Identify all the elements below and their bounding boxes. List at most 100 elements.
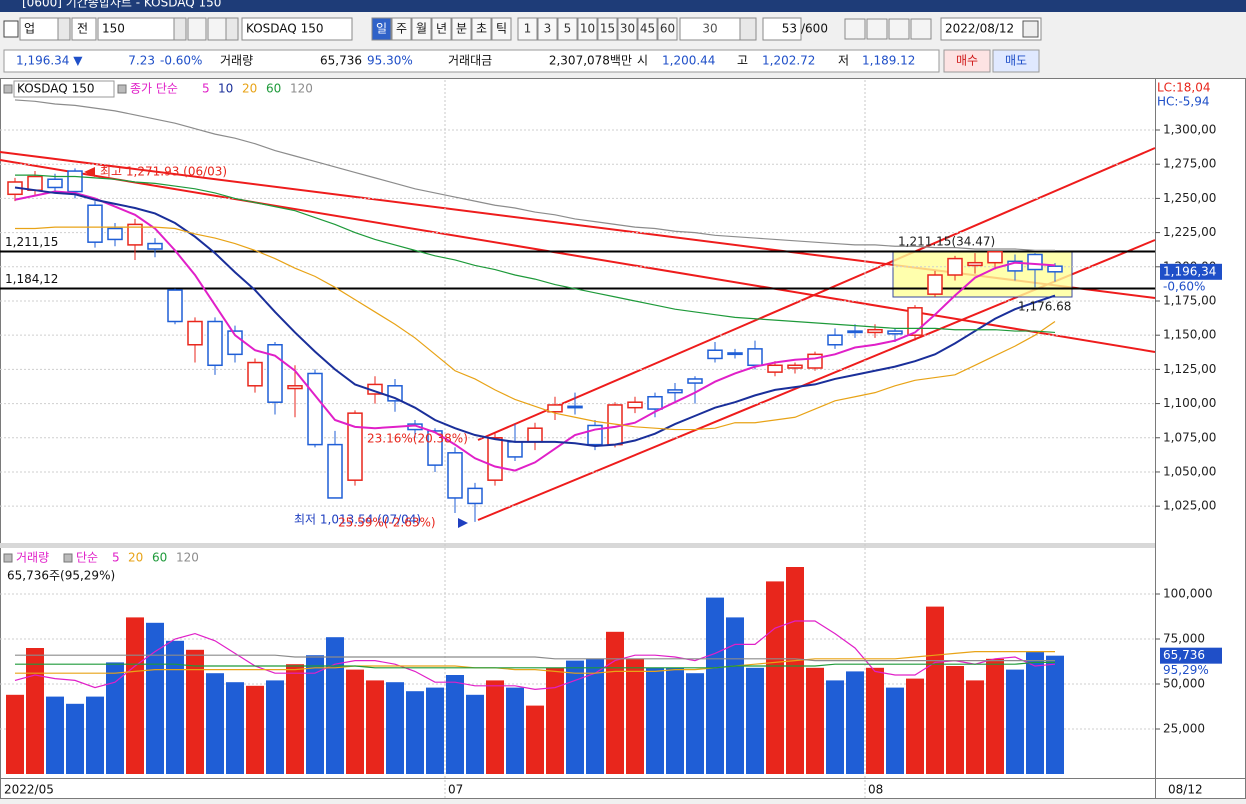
period-button[interactable] (451, 17, 472, 41)
period-button[interactable] (431, 17, 452, 41)
candle-body (647, 395, 663, 410)
volume-bar (246, 685, 264, 774)
tool-button[interactable] (844, 18, 866, 40)
volume-bar (306, 655, 324, 774)
y-tick-label: 50,000 (1163, 677, 1205, 691)
period-button[interactable] (371, 17, 392, 41)
candle-body (327, 443, 343, 499)
interval-button[interactable] (657, 17, 678, 41)
period-button[interactable] (411, 17, 432, 41)
sound-button[interactable] (207, 17, 227, 41)
interval[interactable]: 5 (564, 22, 572, 36)
y-tick-label: 1,075,00 (1163, 430, 1216, 444)
candle-body (127, 223, 143, 246)
candle-body (1027, 253, 1043, 271)
volume-bar (446, 675, 464, 774)
dropdown[interactable] (225, 17, 239, 41)
interval[interactable]: 3 (544, 22, 552, 36)
period[interactable]: 일 (376, 22, 387, 36)
tool-button[interactable] (888, 18, 910, 40)
volume-bar (26, 648, 44, 774)
title-bar (0, 0, 1246, 12)
candle-body (987, 250, 1003, 264)
type-select[interactable] (71, 17, 97, 41)
corner-label: HC:-5,94 (1157, 95, 1210, 109)
volume-bar (986, 658, 1004, 774)
candle-body (887, 330, 903, 335)
menu-icon[interactable] (3, 20, 19, 38)
sell-button[interactable] (992, 49, 1040, 73)
candle-body (87, 204, 103, 243)
count: 53 (782, 22, 797, 36)
volume-ratio: 95.30% (367, 54, 413, 68)
calendar-button[interactable] (1022, 20, 1039, 38)
interval[interactable]: 15 (600, 22, 615, 36)
candle-body (307, 372, 323, 446)
low-label: 저 (838, 54, 849, 68)
volume-bar (46, 696, 64, 774)
legend-ma-label: 단순 (76, 551, 98, 565)
period-button[interactable] (391, 17, 412, 41)
legend-icon (3, 553, 13, 563)
period[interactable]: 월 (416, 22, 427, 36)
legend-entry: 60 (266, 82, 281, 96)
interval[interactable]: 10 (580, 22, 595, 36)
count-input[interactable] (762, 17, 802, 41)
amount: 2,307,078백만 (549, 54, 632, 68)
interval-button[interactable] (537, 17, 558, 41)
y-tick-label: 1,300,00 (1163, 123, 1216, 137)
open-label: 시 (637, 54, 648, 68)
period-button[interactable] (471, 17, 492, 41)
legend-entry: 120 (176, 551, 199, 565)
volume-bar (786, 567, 804, 774)
interval-button[interactable] (577, 17, 598, 41)
period[interactable]: 년 (436, 22, 447, 36)
volume-bar (766, 581, 784, 774)
period[interactable]: 초 (476, 22, 487, 36)
search-button[interactable] (187, 17, 207, 41)
high-label: 고 (737, 54, 748, 68)
annotation: 23.16%(20.38%) (367, 432, 468, 446)
date-input[interactable] (940, 17, 1042, 41)
interval[interactable]: 45 (640, 22, 655, 36)
last-change-label: -0,60% (1163, 279, 1205, 293)
tool-button[interactable] (866, 18, 888, 40)
volume-bar (366, 680, 384, 774)
tool-button[interactable] (910, 18, 932, 40)
interval-button[interactable] (557, 17, 578, 41)
dropdown[interactable] (173, 17, 187, 41)
level-label: 1,211,15 (5, 235, 58, 249)
interval-button[interactable] (617, 17, 638, 41)
interval[interactable]: 1 (524, 22, 532, 36)
volume-bar (666, 667, 684, 774)
sell[interactable]: 매도 (1005, 54, 1027, 68)
candle-body (687, 378, 703, 384)
high: 1,202.72 (762, 54, 815, 68)
period[interactable]: 틱 (496, 22, 507, 36)
volume-bar (346, 669, 364, 774)
volume-bar (546, 667, 564, 774)
period[interactable]: 분 (456, 22, 467, 36)
period-button[interactable] (491, 17, 512, 41)
candle-body (527, 427, 543, 443)
interval-button[interactable] (597, 17, 618, 41)
last-value-box (1160, 263, 1222, 280)
interval[interactable]: 60 (660, 22, 675, 36)
level-label: 1,184,12 (5, 272, 58, 286)
dropdown[interactable] (739, 17, 757, 41)
buy[interactable]: 매수 (956, 54, 978, 68)
period[interactable]: 주 (396, 22, 407, 36)
interval-button[interactable] (637, 17, 658, 41)
volume-bar (486, 680, 504, 774)
interval[interactable]: 30 (620, 22, 635, 36)
candle-body (747, 348, 763, 367)
candle-body (867, 328, 883, 334)
volume-bar (1046, 655, 1064, 774)
annotation: 최저 1,013.54 (07/04) (294, 513, 421, 527)
legend-entry: 20 (128, 551, 143, 565)
interval-button[interactable] (517, 17, 538, 41)
candle-body (827, 334, 843, 346)
dropdown[interactable] (57, 17, 71, 41)
buy-button[interactable] (943, 49, 991, 73)
x-tick-label: 08 (868, 783, 883, 797)
